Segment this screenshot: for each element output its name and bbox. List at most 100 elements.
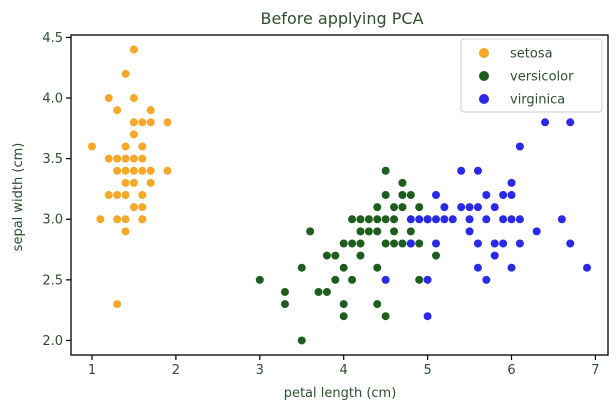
virginica-point (440, 203, 449, 212)
setosa-point (129, 154, 138, 163)
versicolor-point (415, 239, 424, 248)
virginica-point (566, 239, 575, 248)
versicolor-point (381, 215, 390, 224)
versicolor-point (364, 215, 373, 224)
versicolor-point (339, 300, 348, 309)
setosa-point (121, 227, 130, 236)
setosa-point (138, 215, 147, 224)
setosa-point (96, 215, 105, 224)
virginica-point (515, 142, 524, 151)
legend-marker-virginica (479, 94, 489, 104)
versicolor-point (398, 191, 407, 199)
legend-label-setosa: setosa (510, 47, 553, 62)
y-axis-label: sepal width (cm) (11, 143, 26, 252)
versicolor-point (348, 239, 357, 248)
virginica-point (532, 227, 541, 236)
versicolor-point (339, 263, 348, 272)
setosa-point (146, 166, 155, 175)
virginica-point (423, 275, 432, 284)
setosa-point (163, 118, 172, 127)
virginica-point (473, 263, 482, 272)
versicolor-point (356, 251, 365, 260)
virginica-point (507, 263, 516, 272)
x-tick-label: 3 (256, 363, 264, 378)
setosa-point (121, 191, 130, 199)
x-axis-label: petal length (cm) (284, 386, 397, 401)
setosa-point (121, 178, 130, 187)
virginica-point (465, 227, 474, 236)
x-tick-label: 4 (340, 363, 348, 378)
setosa-point (113, 215, 122, 224)
legend-marker-versicolor (479, 71, 489, 81)
versicolor-point (356, 227, 365, 236)
versicolor-point (356, 215, 365, 224)
virginica-point (431, 191, 440, 199)
virginica-point (499, 215, 508, 224)
legend-label-virginica: virginica (510, 93, 565, 108)
virginica-point (415, 215, 424, 224)
virginica-point (457, 203, 466, 212)
chart-title: Before applying PCA (260, 9, 423, 28)
legend: setosa versicolor virginica (460, 38, 603, 113)
versicolor-point (297, 263, 306, 272)
x-tick-label: 6 (507, 363, 515, 378)
virginica-point (541, 118, 550, 127)
versicolor-point (390, 239, 399, 248)
setosa-point (113, 154, 122, 163)
series-versicolor (255, 166, 440, 345)
series-virginica (381, 118, 592, 321)
versicolor-point (280, 300, 289, 309)
setosa-point (113, 106, 122, 115)
versicolor-point (390, 215, 399, 224)
setosa-point (129, 166, 138, 175)
versicolor-point (348, 275, 357, 284)
virginica-point (448, 215, 457, 224)
versicolor-point (322, 287, 331, 296)
setosa-point (113, 166, 122, 175)
setosa-point (104, 94, 113, 103)
versicolor-point (297, 336, 306, 345)
versicolor-point (373, 203, 382, 212)
y-tick-label: 3.0 (42, 213, 63, 228)
versicolor-point (255, 275, 264, 284)
x-tick-label: 1 (88, 363, 96, 378)
y-tick-label: 2.5 (42, 273, 63, 288)
virginica-point (423, 215, 432, 224)
versicolor-point (390, 203, 399, 212)
y-tick-label: 4.0 (42, 92, 63, 107)
versicolor-point (356, 239, 365, 248)
virginica-point (465, 215, 474, 224)
virginica-point (473, 166, 482, 175)
virginica-point (423, 312, 432, 321)
setosa-point (138, 203, 147, 212)
virginica-point (583, 263, 592, 272)
versicolor-point (314, 287, 323, 296)
setosa-point (146, 118, 155, 127)
versicolor-point (331, 275, 340, 284)
versicolor-point (381, 191, 390, 199)
versicolor-point (398, 239, 407, 248)
virginica-point (473, 239, 482, 248)
virginica-point (482, 275, 491, 284)
virginica-point (440, 215, 449, 224)
setosa-point (138, 166, 147, 175)
points-layer (87, 45, 592, 345)
tick-layer: 1 2 3 4 5 6 7 2.0 2.5 3.0 3.5 4.0 4.5 (42, 31, 599, 378)
virginica-point (507, 215, 516, 224)
setosa-point (113, 300, 122, 309)
virginica-point (473, 203, 482, 212)
setosa-point (129, 203, 138, 212)
legend-marker-setosa (479, 48, 489, 58)
virginica-point (457, 166, 466, 175)
versicolor-point (364, 227, 373, 236)
setosa-point (121, 69, 130, 78)
virginica-point (482, 215, 491, 224)
versicolor-point (373, 227, 382, 236)
virginica-point (566, 118, 575, 127)
versicolor-point (406, 191, 415, 199)
virginica-point (557, 215, 566, 224)
setosa-point (138, 142, 147, 151)
versicolor-point (431, 251, 440, 260)
virginica-point (490, 251, 499, 260)
y-tick-label: 4.5 (42, 31, 63, 46)
